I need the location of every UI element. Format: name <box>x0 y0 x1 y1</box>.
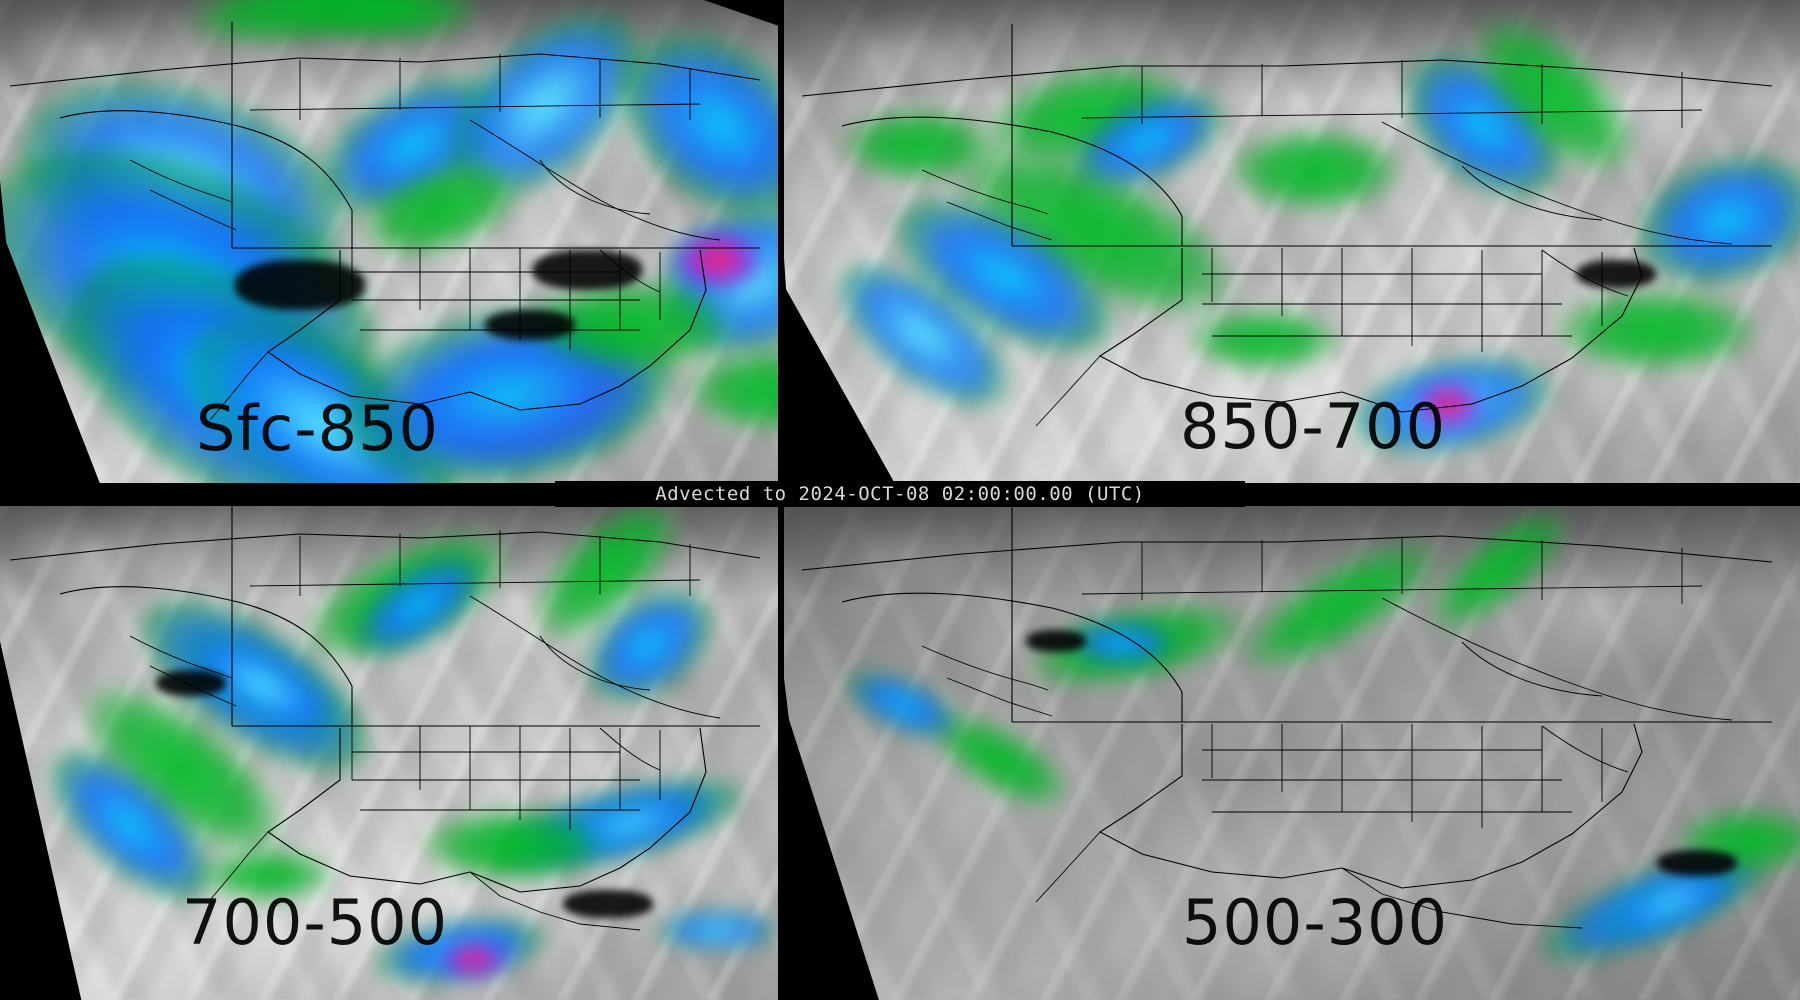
map-boundaries <box>782 0 1800 500</box>
caption-timestamp: Advected to 2024-OCT-08 02:00:00.00 (UTC… <box>655 483 1145 505</box>
map-boundaries <box>0 500 782 1000</box>
map-boundaries <box>782 500 1800 1000</box>
polar-dark-band <box>782 0 1800 100</box>
moisture-overlay <box>0 0 782 500</box>
moisture-overlay <box>0 500 782 1000</box>
map-boundaries <box>0 0 782 500</box>
moisture-field-700-500 <box>0 500 782 1000</box>
caption-bar: Advected to 2024-OCT-08 02:00:00.00 (UTC… <box>555 481 1245 507</box>
panel-500-300[interactable]: 500-300 <box>782 500 1800 1000</box>
panel-sfc-850[interactable]: Sfc-850 <box>0 0 782 500</box>
moisture-field-sfc-850 <box>0 0 782 500</box>
moisture-field-500-300 <box>782 500 1800 1000</box>
panel-700-500[interactable]: 700-500 <box>0 500 782 1000</box>
moisture-overlay <box>782 500 1800 1000</box>
polar-dark-band <box>782 500 1800 600</box>
moisture-field-850-700 <box>782 0 1800 500</box>
moisture-overlay <box>782 0 1800 500</box>
panel-850-700[interactable]: 850-700 <box>782 0 1800 500</box>
